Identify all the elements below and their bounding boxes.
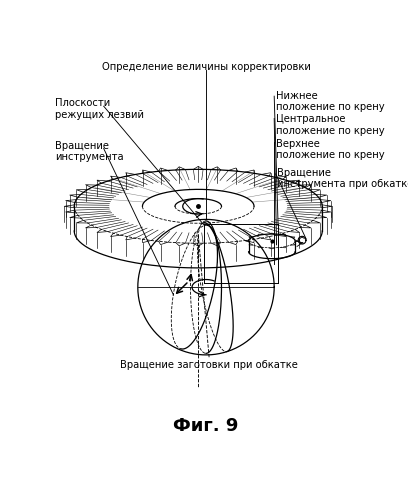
Text: Центральное
положение по крену: Центральное положение по крену <box>276 114 384 136</box>
Text: Верхнее
положение по крену: Верхнее положение по крену <box>276 138 384 160</box>
Text: Вращение
инструмента: Вращение инструмента <box>55 141 124 163</box>
Text: Фиг. 9: Фиг. 9 <box>173 417 239 434</box>
Text: Нижнее
положение по крену: Нижнее положение по крену <box>276 91 384 112</box>
Text: Определение величины корректировки: Определение величины корректировки <box>102 62 310 72</box>
Text: Плоскости
режущих лезвий: Плоскости режущих лезвий <box>55 98 144 120</box>
Text: Вращение
инструмента при обкатке: Вращение инструмента при обкатке <box>277 168 408 190</box>
Text: Вращение заготовки при обкатке: Вращение заготовки при обкатке <box>120 360 298 370</box>
